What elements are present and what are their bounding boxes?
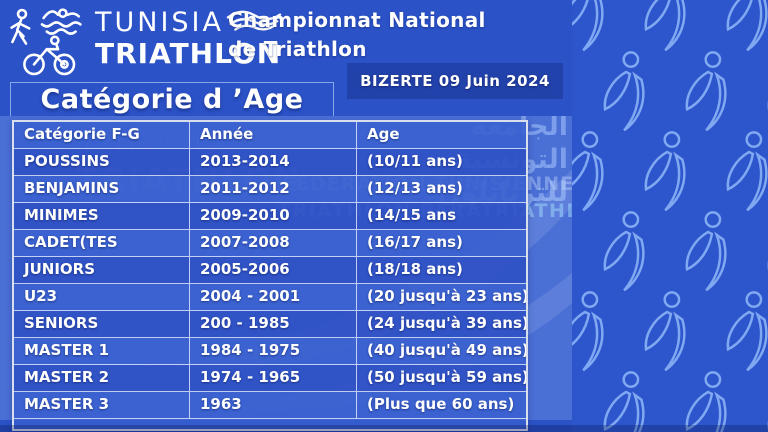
- table-header-row: Catégorie F-G Année Age: [14, 122, 526, 149]
- brand-name-bottom: TRIATHLON: [95, 37, 282, 70]
- table-cell: (14/15 ans: [367, 206, 457, 224]
- table-cell: (40 jusqu'à 49 ans): [367, 341, 526, 359]
- logo-text: TUNISIA TRIATHLON: [95, 8, 282, 70]
- age-table-body: POUSSINS 2013-2014 (10/11 ans) BENJAMINS 201…: [14, 149, 526, 419]
- table-row: U23 2004 - 2001 (20 jusqu'à 23 ans): [14, 284, 526, 311]
- page-title: Championnat National de Triathlon: [228, 6, 486, 64]
- table-cell: 1984 - 1975: [190, 338, 357, 364]
- table-cell: (Plus que 60 ans): [367, 395, 515, 413]
- table-cell: U23: [14, 284, 190, 310]
- table-cell: MASTER 1: [14, 338, 190, 364]
- section-title: Catégorie d ’Age: [40, 84, 304, 115]
- wave-icon: [226, 10, 282, 31]
- table-cell: (16/17 ans): [367, 233, 463, 251]
- table-cell: 2004 - 2001: [190, 284, 357, 310]
- runner-figure-icon: [681, 50, 739, 136]
- bottom-edge-strip: [0, 425, 768, 432]
- runner-figure-icon: [763, 50, 768, 136]
- event-date-text: BIZERTE 09 Juin 2024: [360, 72, 550, 90]
- runner-figure-icon: [722, 0, 768, 56]
- runner-figure-icon: [572, 0, 616, 56]
- table-row: MASTER 1 1984 - 1975 (40 jusqu'à 49 ans): [14, 338, 526, 365]
- table-cell: 1974 - 1965: [190, 365, 357, 391]
- table-row: JUNIORS 2005-2006 (18/18 ans): [14, 257, 526, 284]
- table-cell: Année: [190, 122, 357, 148]
- triathlon-pictogram-icon: [10, 8, 82, 76]
- table-cell: 2011-2012: [190, 176, 357, 202]
- table-cell: Catégorie F-G: [14, 122, 190, 148]
- table-cell: 2013-2014: [190, 149, 357, 175]
- table-row: BENJAMINS 2011-2012 (12/13 ans): [14, 176, 526, 203]
- table-cell: (24 jusqu'à 39 ans): [367, 314, 526, 332]
- runner-figure-icon: [572, 130, 616, 216]
- runner-figure-icon: [640, 290, 698, 376]
- table-cell: Age: [367, 125, 400, 143]
- table-cell: MASTER 3: [14, 392, 190, 418]
- runner-figure-icon: [722, 130, 768, 216]
- table-cell: 2009-2010: [190, 203, 357, 229]
- runner-figure-icon: [681, 370, 739, 432]
- runner-figure-icon: [599, 210, 657, 296]
- brand-name-top: TUNISIA: [95, 7, 224, 38]
- table-row: MASTER 2 1974 - 1965 (50 jusqu'à 59 ans): [14, 365, 526, 392]
- page-title-line1: Championnat National: [228, 8, 486, 32]
- table-row: POUSSINS 2013-2014 (10/11 ans): [14, 149, 526, 176]
- runner-figure-icon: [763, 210, 768, 296]
- table-row: SENIORS 200 - 1985 (24 jusqu'à 39 ans): [14, 311, 526, 338]
- runner-pattern: [572, 0, 768, 432]
- table-cell: (10/11 ans): [367, 152, 463, 170]
- runner-figure-icon: [640, 0, 698, 56]
- table-cell: (18/18 ans): [367, 260, 463, 278]
- table-cell: (50 jusqu'à 59 ans): [367, 368, 526, 386]
- logo: TUNISIA TRIATHLON: [10, 5, 282, 79]
- table-row: MINIMES 2009-2010 (14/15 ans: [14, 203, 526, 230]
- table-footer-strip: [14, 419, 526, 429]
- event-date-badge: BIZERTE 09 Juin 2024: [347, 63, 563, 99]
- table-cell: 2007-2008: [190, 230, 357, 256]
- table-cell: (12/13 ans): [367, 179, 463, 197]
- table-cell: JUNIORS: [14, 257, 190, 283]
- runner-figure-icon: [572, 290, 616, 376]
- table-cell: 2005-2006: [190, 257, 357, 283]
- table-cell: (20 jusqu'à 23 ans): [367, 287, 526, 305]
- runner-figure-icon: [722, 290, 768, 376]
- runner-figure-icon: [640, 130, 698, 216]
- table-cell: 1963: [190, 392, 357, 418]
- page-title-line2: de Triathlon: [228, 37, 367, 61]
- runner-figure-icon: [599, 370, 657, 432]
- table-cell: MINIMES: [14, 203, 190, 229]
- section-title-box: Catégorie d ’Age: [10, 82, 334, 117]
- table-cell: 200 - 1985: [190, 311, 357, 337]
- table-cell: BENJAMINS: [14, 176, 190, 202]
- age-table: Catégorie F-G Année Age POUSSINS 2013-2014 (…: [12, 120, 528, 431]
- runner-figure-icon: [763, 370, 768, 432]
- table-cell: SENIORS: [14, 311, 190, 337]
- table-cell: MASTER 2: [14, 365, 190, 391]
- runner-figure-icon: [681, 210, 739, 296]
- runner-figure-icon: [599, 50, 657, 136]
- table-cell: POUSSINS: [14, 149, 190, 175]
- table-cell: CADET(TES: [14, 230, 190, 256]
- table-row: CADET(TES 2007-2008 (16/17 ans): [14, 230, 526, 257]
- table-row: MASTER 3 1963 (Plus que 60 ans): [14, 392, 526, 419]
